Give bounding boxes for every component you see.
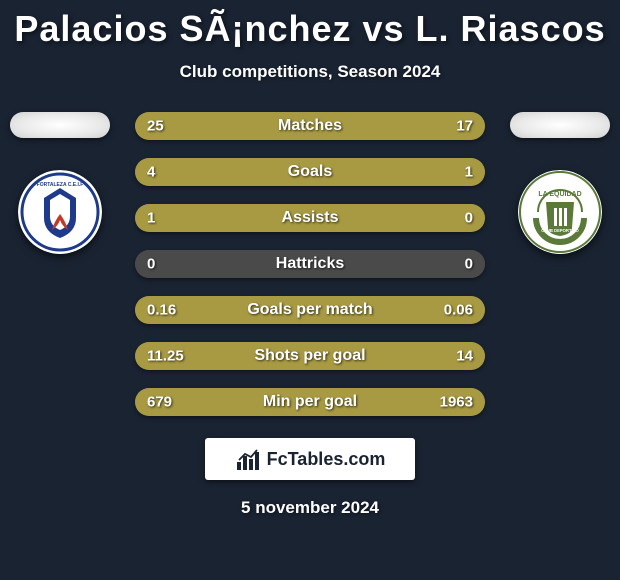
svg-text:FORTALEZA C.E.I.F: FORTALEZA C.E.I.F — [37, 182, 84, 188]
comparison-area: FORTALEZA C.E.I.F LA EQUIDAD CLUB DEPORT… — [0, 112, 620, 416]
stat-value-right: 1963 — [440, 394, 473, 411]
stat-label: Matches — [278, 117, 342, 135]
stat-bar-left-fill — [135, 158, 415, 186]
svg-text:LA EQUIDAD: LA EQUIDAD — [538, 191, 581, 198]
footer-brand-logo: FcTables.com — [205, 438, 415, 480]
player-left-column: FORTALEZA C.E.I.F — [0, 112, 120, 254]
chart-icon — [235, 446, 261, 472]
stat-value-left: 11.25 — [147, 348, 184, 365]
stat-bar-row: 0.16 0.06 Goals per match — [135, 296, 485, 324]
stat-bar-row: 679 1963 Min per goal — [135, 388, 485, 416]
subtitle: Club competitions, Season 2024 — [0, 62, 620, 82]
club-badge-right: LA EQUIDAD CLUB DEPORTIVO — [518, 170, 602, 254]
footer-brand-text: FcTables.com — [267, 449, 386, 470]
club-crest-right-icon: LA EQUIDAD CLUB DEPORTIVO — [518, 170, 602, 254]
stat-label: Shots per goal — [254, 347, 365, 365]
svg-text:CLUB DEPORTIVO: CLUB DEPORTIVO — [541, 228, 579, 233]
stat-value-left: 0 — [147, 256, 155, 273]
player-right-column: LA EQUIDAD CLUB DEPORTIVO — [500, 112, 620, 254]
stat-bar-row: 11.25 14 Shots per goal — [135, 342, 485, 370]
player-photo-right-placeholder — [510, 112, 610, 138]
stat-label: Assists — [282, 209, 339, 227]
stat-value-right: 0 — [465, 210, 473, 227]
stat-label: Goals — [288, 163, 332, 181]
stat-value-left: 1 — [147, 210, 155, 227]
stat-value-right: 1 — [465, 164, 473, 181]
player-photo-left-placeholder — [10, 112, 110, 138]
stat-value-left: 25 — [147, 118, 164, 135]
stat-bar-row: 25 17 Matches — [135, 112, 485, 140]
stat-bar-row: 1 0 Assists — [135, 204, 485, 232]
stat-bar-row: 4 1 Goals — [135, 158, 485, 186]
stat-value-right: 0 — [465, 256, 473, 273]
page-title: Palacios SÃ¡nchez vs L. Riascos — [0, 0, 620, 50]
stat-label: Hattricks — [276, 255, 344, 273]
stat-label: Min per goal — [263, 393, 357, 411]
date-text: 5 november 2024 — [0, 498, 620, 518]
stat-value-right: 14 — [456, 348, 473, 365]
stat-value-left: 4 — [147, 164, 155, 181]
stat-bars-container: 25 17 Matches 4 1 Goals 1 0 Assists 0 0 Hattricks 0.… — [135, 112, 485, 416]
stat-label: Goals per match — [247, 301, 372, 319]
club-badge-left: FORTALEZA C.E.I.F — [18, 170, 102, 254]
stat-value-left: 679 — [147, 394, 172, 411]
stat-bar-row: 0 0 Hattricks — [135, 250, 485, 278]
stat-value-right: 17 — [456, 118, 473, 135]
stat-value-left: 0.16 — [147, 302, 176, 319]
club-crest-left-icon: FORTALEZA C.E.I.F — [18, 170, 102, 254]
stat-value-right: 0.06 — [444, 302, 473, 319]
stat-bar-right-fill — [415, 158, 485, 186]
